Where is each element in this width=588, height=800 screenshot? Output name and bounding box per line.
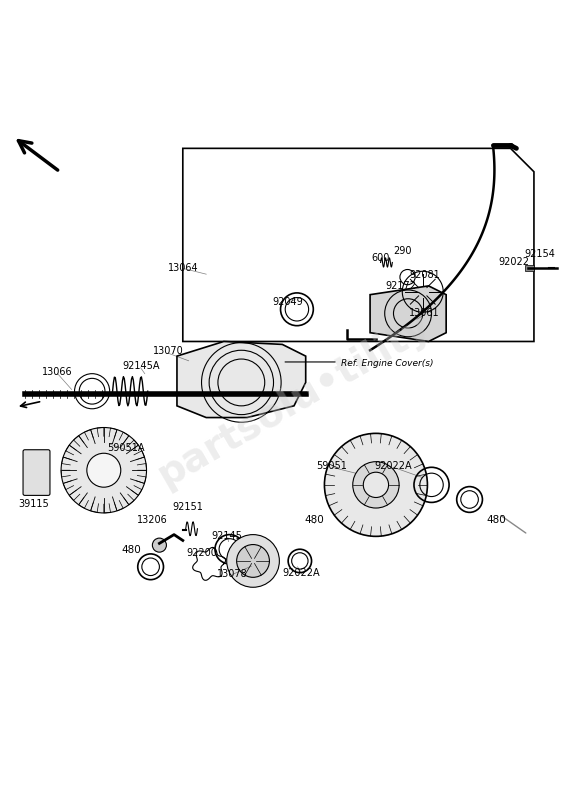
Text: 13064: 13064 — [168, 263, 198, 274]
Text: 480: 480 — [305, 515, 325, 525]
Circle shape — [363, 472, 389, 498]
Polygon shape — [525, 266, 534, 271]
Text: 290: 290 — [393, 246, 412, 256]
Text: 13206: 13206 — [137, 515, 168, 525]
Circle shape — [353, 462, 399, 508]
Text: 92022: 92022 — [499, 258, 530, 267]
Text: 480: 480 — [122, 546, 141, 555]
Text: 480: 480 — [486, 515, 506, 525]
Text: 92145: 92145 — [211, 530, 242, 541]
FancyBboxPatch shape — [23, 450, 50, 495]
Polygon shape — [370, 286, 446, 342]
Polygon shape — [177, 342, 306, 418]
Text: 39115: 39115 — [18, 499, 49, 509]
Text: 92081: 92081 — [410, 270, 440, 280]
Text: 92022A: 92022A — [283, 568, 320, 578]
Text: 13066: 13066 — [42, 367, 72, 377]
Text: 13061: 13061 — [409, 308, 439, 318]
Circle shape — [325, 434, 427, 536]
Circle shape — [227, 534, 279, 587]
Text: 92145A: 92145A — [122, 361, 159, 371]
Text: 92154: 92154 — [524, 249, 555, 258]
Text: 59051: 59051 — [316, 461, 348, 470]
Circle shape — [61, 427, 146, 513]
Circle shape — [152, 538, 166, 552]
Text: 13070: 13070 — [153, 346, 183, 357]
Circle shape — [236, 545, 269, 578]
Text: 92151: 92151 — [172, 502, 203, 512]
Text: 92172: 92172 — [385, 281, 416, 291]
Text: 59051A: 59051A — [107, 443, 145, 453]
Text: 13078: 13078 — [217, 569, 248, 579]
Text: partsolu•tility: partsolu•tility — [151, 306, 437, 494]
Circle shape — [87, 454, 121, 487]
Text: Ref. Engine Cover(s): Ref. Engine Cover(s) — [341, 359, 433, 368]
Text: 600: 600 — [372, 253, 390, 262]
Text: 92049: 92049 — [273, 297, 303, 306]
Text: 92022A: 92022A — [375, 461, 412, 470]
Text: 92200: 92200 — [186, 548, 217, 558]
